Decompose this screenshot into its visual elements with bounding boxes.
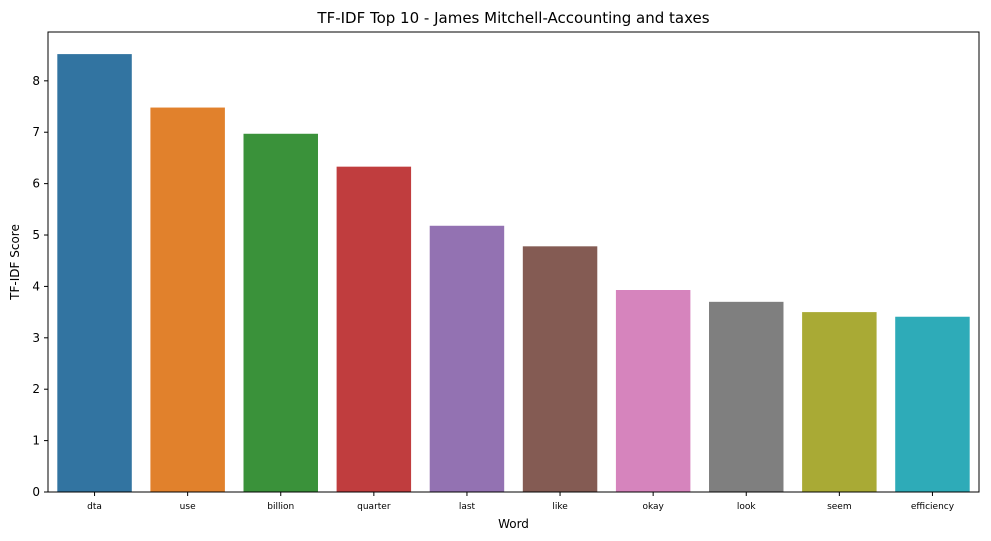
- y-tick-label: 1: [32, 434, 40, 448]
- x-tick-label: efficiency: [911, 502, 955, 512]
- y-tick-label: 8: [32, 74, 40, 88]
- bars-group: [57, 54, 970, 493]
- y-tick-label: 7: [32, 125, 40, 139]
- bar-efficiency: [895, 316, 970, 492]
- x-tick-label: dta: [87, 502, 102, 512]
- y-tick-label: 4: [32, 279, 40, 293]
- x-tick-label: look: [737, 502, 757, 512]
- x-tick-label: use: [180, 502, 196, 512]
- y-tick-label: 2: [32, 382, 40, 396]
- bar-seem: [802, 312, 877, 492]
- bar-dta: [57, 54, 132, 492]
- bar-use: [150, 107, 225, 493]
- y-tick-label: 0: [32, 485, 40, 499]
- y-tick-label: 6: [32, 177, 40, 191]
- y-axis-label: TF-IDF Score: [8, 224, 22, 301]
- bar-billion: [243, 133, 318, 492]
- bar-okay: [615, 290, 691, 492]
- x-tick-label: quarter: [357, 502, 391, 512]
- x-tick-label: billion: [267, 502, 294, 512]
- y-tick-label: 3: [32, 331, 40, 345]
- x-tick-label: last: [459, 502, 476, 512]
- y-axis: 0 1 2 3 4 5 6 7 8: [32, 74, 48, 499]
- plot-frame: [47, 31, 980, 493]
- x-tick-label: seem: [827, 502, 852, 512]
- x-tick-label: like: [552, 502, 568, 512]
- bar-quarter: [336, 166, 412, 492]
- bar-last: [429, 225, 505, 492]
- x-axis-label: Word: [498, 517, 529, 531]
- x-axis: dta use billion quarter last like okay look seem…: [87, 492, 955, 512]
- bar-like: [522, 246, 598, 492]
- chart-title: TF-IDF Top 10 - James Mitchell-Accountin…: [316, 9, 709, 27]
- x-tick-label: okay: [642, 502, 664, 512]
- bar-look: [709, 301, 784, 492]
- y-tick-label: 5: [32, 228, 40, 242]
